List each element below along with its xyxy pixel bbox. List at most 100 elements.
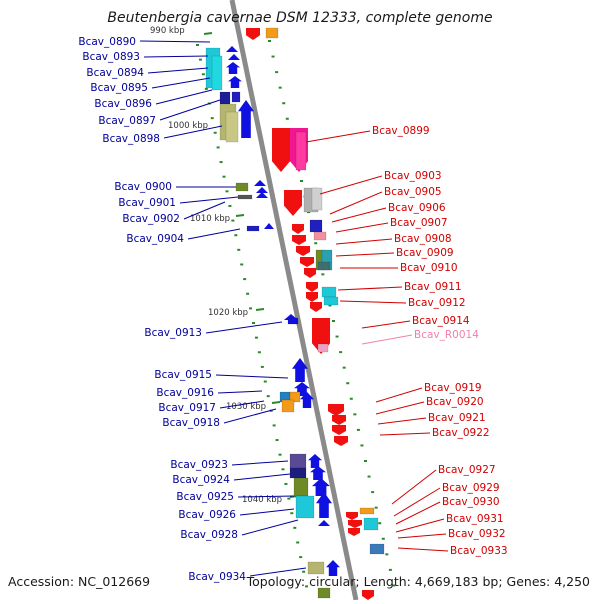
- gene-label-bcav-0903[interactable]: Bcav_0903: [384, 170, 442, 182]
- gene-block[interactable]: [317, 587, 331, 599]
- gene-block[interactable]: [295, 495, 315, 519]
- gene-label-bcav-0919[interactable]: Bcav_0919: [424, 382, 482, 394]
- reverse-gene-arrow[interactable]: [296, 246, 310, 256]
- forward-gene-arrow[interactable]: [256, 187, 268, 193]
- reverse-gene-arrow[interactable]: [306, 282, 318, 292]
- gene-label-bcav-0927[interactable]: Bcav_0927: [438, 464, 496, 476]
- reverse-gene-arrow[interactable]: [292, 235, 306, 245]
- gene-label-bcav-0893[interactable]: Bcav_0893: [82, 51, 140, 63]
- forward-gene-arrow[interactable]: [292, 358, 308, 382]
- gene-block[interactable]: [219, 91, 231, 105]
- gene-label-bcav-0916[interactable]: Bcav_0916: [156, 387, 214, 399]
- gene-block[interactable]: [311, 187, 323, 211]
- gene-block[interactable]: [295, 131, 307, 171]
- gene-label-bcav-0898[interactable]: Bcav_0898: [102, 133, 160, 145]
- gene-label-bcav-0896[interactable]: Bcav_0896: [94, 98, 152, 110]
- gene-label-bcav-0909[interactable]: Bcav_0909: [396, 247, 454, 259]
- reverse-gene-arrow[interactable]: [292, 224, 304, 234]
- gene-label-bcav-0924[interactable]: Bcav_0924: [172, 474, 230, 486]
- reverse-gene-arrow[interactable]: [348, 520, 362, 528]
- reverse-gene-arrow[interactable]: [362, 590, 374, 600]
- gene-label-bcav-0897[interactable]: Bcav_0897: [98, 115, 156, 127]
- gene-label-bcav-0920[interactable]: Bcav_0920: [426, 396, 484, 408]
- gene-block[interactable]: [293, 477, 309, 497]
- reverse-gene-arrow[interactable]: [272, 128, 290, 172]
- gene-block[interactable]: [265, 27, 279, 39]
- gene-label-bcav-0904[interactable]: Bcav_0904: [126, 233, 184, 245]
- gene-block[interactable]: [235, 182, 249, 192]
- gene-label-bcav-0930[interactable]: Bcav_0930: [442, 496, 500, 508]
- forward-gene-arrow[interactable]: [226, 62, 240, 74]
- gene-block[interactable]: [237, 194, 253, 200]
- gene-label-bcav-0906[interactable]: Bcav_0906: [388, 202, 446, 214]
- gene-label-bcav-0928[interactable]: Bcav_0928: [180, 529, 238, 541]
- gene-label-bcav-0921[interactable]: Bcav_0921: [428, 412, 486, 424]
- gene-block[interactable]: [313, 231, 327, 241]
- forward-gene-arrow[interactable]: [226, 46, 238, 52]
- gene-block[interactable]: [309, 219, 323, 233]
- gene-label-bcav-0922[interactable]: Bcav_0922: [432, 427, 490, 439]
- forward-gene-arrow[interactable]: [228, 54, 240, 60]
- gene-label-bcav-0899[interactable]: Bcav_0899: [372, 125, 430, 137]
- gene-label-bcav-0917[interactable]: Bcav_0917: [158, 402, 216, 414]
- reverse-gene-arrow[interactable]: [304, 268, 316, 278]
- gene-block[interactable]: [363, 517, 379, 531]
- gene-label-bcav-0902[interactable]: Bcav_0902: [122, 213, 180, 225]
- gene-block[interactable]: [225, 111, 239, 143]
- gene-label-bcav-0900[interactable]: Bcav_0900: [114, 181, 172, 193]
- gene-label-bcav-0912[interactable]: Bcav_0912: [408, 297, 466, 309]
- reverse-gene-arrow[interactable]: [300, 257, 314, 267]
- gene-label-bcav-0934[interactable]: Bcav_0934: [188, 571, 246, 583]
- reverse-gene-arrow[interactable]: [284, 190, 302, 216]
- reverse-gene-arrow[interactable]: [310, 302, 322, 312]
- reverse-gene-arrow[interactable]: [332, 425, 346, 435]
- forward-gene-arrow[interactable]: [264, 223, 274, 229]
- gene-label-bcav-0923[interactable]: Bcav_0923: [170, 459, 228, 471]
- forward-gene-arrow[interactable]: [326, 560, 340, 576]
- gene-block[interactable]: [323, 296, 339, 306]
- gene-label-bcav-0907[interactable]: Bcav_0907: [390, 217, 448, 229]
- forward-gene-arrow[interactable]: [316, 492, 332, 518]
- gene-label-bcav-0918[interactable]: Bcav_0918: [162, 417, 220, 429]
- reverse-gene-arrow[interactable]: [306, 292, 318, 302]
- gene-block[interactable]: [231, 91, 241, 103]
- gene-label-bcav-0926[interactable]: Bcav_0926: [178, 509, 236, 521]
- forward-gene-arrow[interactable]: [308, 454, 322, 468]
- gene-block[interactable]: [211, 55, 223, 91]
- gene-label-bcav-0894[interactable]: Bcav_0894: [86, 67, 144, 79]
- gene-label-bcav-0931[interactable]: Bcav_0931: [446, 513, 504, 525]
- gene-block[interactable]: [289, 453, 307, 469]
- forward-gene-arrow[interactable]: [256, 192, 268, 198]
- forward-gene-arrow[interactable]: [254, 180, 266, 186]
- reverse-gene-arrow[interactable]: [346, 512, 358, 520]
- gene-block[interactable]: [287, 317, 299, 325]
- forward-gene-arrow[interactable]: [310, 466, 326, 480]
- gene-block[interactable]: [246, 225, 260, 232]
- reverse-gene-arrow[interactable]: [246, 28, 260, 40]
- reverse-gene-arrow[interactable]: [332, 415, 346, 425]
- forward-gene-arrow[interactable]: [228, 76, 242, 88]
- gene-label-bcav-0915[interactable]: Bcav_0915: [154, 369, 212, 381]
- gene-label-bcav-0929[interactable]: Bcav_0929: [442, 482, 500, 494]
- gene-block[interactable]: [359, 507, 375, 515]
- gene-label-bcav-0911[interactable]: Bcav_0911: [404, 281, 462, 293]
- gene-label-bcav-0913[interactable]: Bcav_0913: [144, 327, 202, 339]
- gene-block[interactable]: [289, 467, 307, 479]
- gene-label-bcav-0914[interactable]: Bcav_0914: [412, 315, 470, 327]
- gene-label-bcav-0890[interactable]: Bcav_0890: [78, 36, 136, 48]
- gene-label-bcav-0932[interactable]: Bcav_0932: [448, 528, 506, 540]
- gene-label-bcav-0905[interactable]: Bcav_0905: [384, 186, 442, 198]
- gene-label-bcav-0910[interactable]: Bcav_0910: [400, 262, 458, 274]
- gene-block[interactable]: [307, 561, 325, 575]
- gene-label-bcav-r0014[interactable]: Bcav_R0014: [414, 329, 479, 341]
- gene-block[interactable]: [317, 261, 331, 271]
- reverse-gene-arrow[interactable]: [334, 436, 348, 446]
- forward-gene-arrow[interactable]: [318, 520, 330, 526]
- gene-block[interactable]: [281, 399, 295, 413]
- forward-gene-arrow[interactable]: [300, 392, 314, 408]
- gene-label-bcav-0895[interactable]: Bcav_0895: [90, 82, 148, 94]
- gene-label-bcav-0908[interactable]: Bcav_0908: [394, 233, 452, 245]
- gene-block[interactable]: [289, 391, 301, 403]
- gene-label-bcav-0933[interactable]: Bcav_0933: [450, 545, 508, 557]
- gene-block[interactable]: [321, 286, 337, 298]
